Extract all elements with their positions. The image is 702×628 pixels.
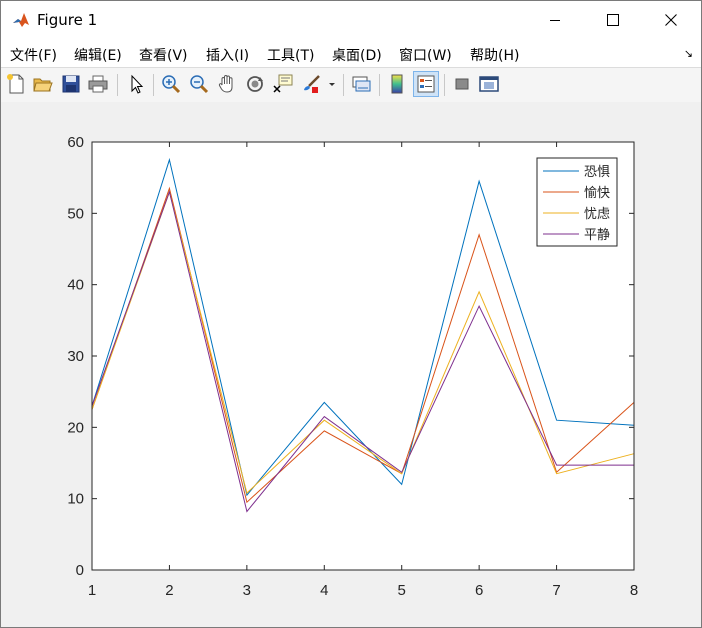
- x-tick-label: 3: [243, 582, 251, 599]
- menu-edit[interactable]: 编辑(E): [74, 48, 122, 64]
- menu-insert[interactable]: 插入(I): [206, 48, 250, 64]
- menu-tools[interactable]: 工具(T): [267, 48, 315, 64]
- menu-help[interactable]: 帮助(H): [470, 48, 520, 64]
- matlab-logo-icon: [11, 10, 31, 30]
- menu-desktop[interactable]: 桌面(D): [332, 48, 382, 64]
- maximize-button[interactable]: [590, 1, 636, 39]
- data-cursor-icon[interactable]: [272, 73, 294, 95]
- y-tick-label: 40: [67, 277, 84, 294]
- dock-arrow-icon[interactable]: ↘: [683, 47, 693, 60]
- x-tick-label: 7: [552, 582, 560, 599]
- toolbar-separator: [343, 74, 344, 96]
- maximize-icon: [607, 14, 619, 26]
- x-tick-label: 4: [320, 582, 328, 599]
- toolbar-separator: [117, 74, 118, 96]
- series-line-3[interactable]: [91, 190, 635, 494]
- open-file-icon[interactable]: [32, 73, 54, 95]
- brush-dropdown-icon[interactable]: [326, 73, 338, 95]
- link-plot-icon[interactable]: [350, 73, 372, 95]
- brush-icon[interactable]: [300, 73, 322, 95]
- hide-plot-tools-icon[interactable]: [451, 73, 473, 95]
- x-tick-label: 2: [165, 582, 173, 599]
- legend-label: 恐惧: [584, 164, 610, 180]
- rotate-3d-icon[interactable]: [244, 73, 266, 95]
- x-tick-label: 1: [88, 582, 96, 599]
- x-tick-label: 8: [630, 582, 638, 599]
- legend-label: 平静: [584, 228, 610, 243]
- insert-legend-icon: [417, 75, 435, 93]
- y-tick-label: 30: [67, 348, 84, 365]
- legend-box: [536, 157, 618, 247]
- zoom-out-icon[interactable]: [188, 73, 210, 95]
- minimize-button[interactable]: [532, 1, 578, 39]
- legend-label: 愉快: [584, 185, 610, 201]
- select-arrow-icon[interactable]: [125, 73, 147, 95]
- close-button[interactable]: [648, 1, 694, 39]
- close-icon: [665, 14, 677, 26]
- print-icon[interactable]: [87, 73, 109, 95]
- y-tick-label: 20: [67, 419, 84, 436]
- save-icon[interactable]: [60, 73, 82, 95]
- x-tick-label: 5: [398, 582, 406, 599]
- new-figure-icon[interactable]: [5, 73, 27, 95]
- y-tick-label: 0: [76, 562, 84, 579]
- zoom-in-icon[interactable]: [160, 73, 182, 95]
- toolbar-separator: [153, 74, 154, 96]
- insert-legend-button[interactable]: [413, 71, 439, 97]
- minimize-icon: [550, 20, 560, 21]
- y-tick-label: 60: [67, 134, 84, 151]
- menu-bar: 文件(F) 编辑(E) 查看(V) 插入(I) 工具(T) 桌面(D) 窗口(W…: [1, 39, 701, 67]
- y-tick-label: 50: [67, 205, 84, 222]
- y-tick-label: 10: [67, 491, 84, 508]
- legend-label: 忧虑: [584, 207, 610, 222]
- series-line-4[interactable]: [91, 190, 634, 513]
- title-bar[interactable]: Figure 1: [1, 1, 701, 39]
- insert-colorbar-icon[interactable]: [386, 73, 408, 95]
- figure-toolbar: [1, 67, 701, 103]
- menu-window[interactable]: 窗口(W): [399, 48, 452, 64]
- x-tick-label: 6: [475, 582, 483, 599]
- show-plot-tools-icon[interactable]: [478, 73, 500, 95]
- window-title: Figure 1: [37, 11, 98, 29]
- pan-hand-icon[interactable]: [216, 73, 238, 95]
- toolbar-separator: [444, 74, 445, 96]
- menu-view[interactable]: 查看(V): [139, 48, 188, 64]
- series-line-1[interactable]: [91, 157, 635, 497]
- toolbar-separator: [379, 74, 380, 96]
- menu-file[interactable]: 文件(F): [10, 48, 57, 64]
